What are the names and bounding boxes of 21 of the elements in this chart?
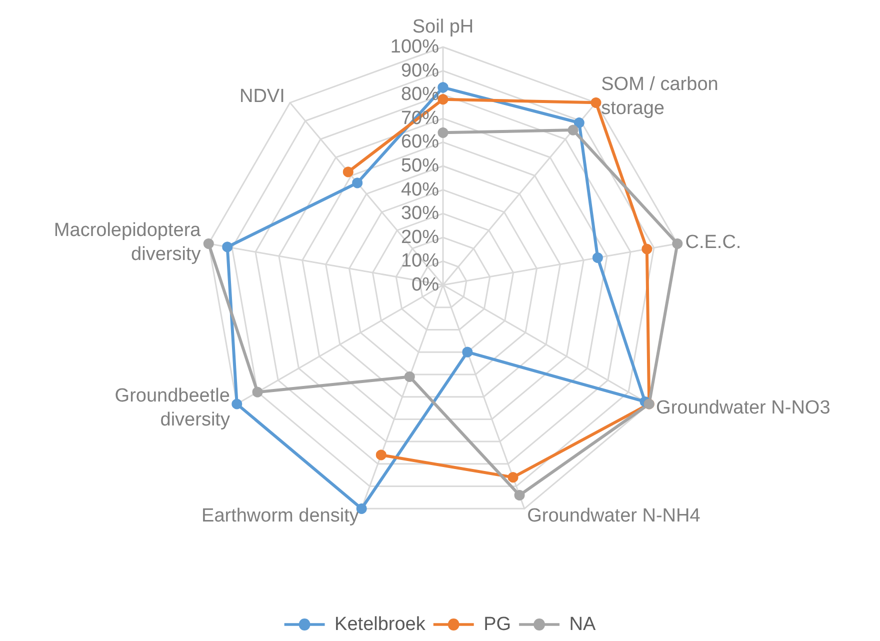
y-tick-label: 40% (400, 179, 440, 200)
legend-label: Ketelbroek (334, 614, 426, 635)
spoke-label: Groundwater N-NH4 (527, 506, 701, 527)
y-tick-label: 100% (390, 36, 440, 58)
y-tick-label: 0% (412, 274, 440, 296)
spoke-label: Groundbeetle diversity (114, 386, 230, 430)
legend-label: PG (484, 614, 512, 635)
spoke-label: Groundwater N-NO3 (656, 398, 830, 418)
y-tick-label: 10% (400, 250, 440, 272)
y-tick-label: 30% (400, 203, 440, 224)
y-tick-label: 90% (400, 60, 440, 82)
spoke-label: SOM / carbon storage (601, 74, 718, 120)
y-tick-label: 60% (400, 132, 440, 153)
y-tick-label: 50% (400, 156, 440, 176)
spoke-label: Macrolepidoptera diversity (54, 220, 202, 265)
legend-label: NA (569, 614, 596, 635)
spoke-label: NDVI (239, 86, 285, 108)
spoke-label: C.E.C. (685, 232, 742, 253)
spoke-label: Soil pH (412, 16, 474, 38)
spoke-label: Earthworm density (202, 506, 360, 527)
y-tick-label: 20% (400, 226, 440, 248)
